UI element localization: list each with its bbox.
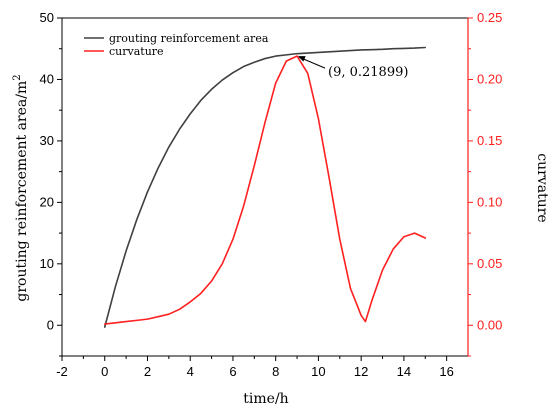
x-tick-label: 8	[272, 364, 279, 379]
x-tick-label: 4	[187, 364, 194, 379]
y-left-tick-label: 20	[40, 194, 54, 209]
x-tick-label: 14	[397, 364, 411, 379]
x-tick-label: 16	[439, 364, 453, 379]
x-tick-label: -2	[56, 364, 68, 379]
x-tick-label: 10	[311, 364, 325, 379]
x-tick-label: 12	[354, 364, 368, 379]
y-left-tick-label: 0	[47, 317, 54, 332]
legend-label-area: grouting reinforcement area	[109, 32, 269, 45]
y-axis-left-title-text: grouting reinforcement area/m	[14, 81, 30, 302]
y-axis-left-title-sup: 2	[12, 74, 23, 80]
peak-annotation-arrowhead	[298, 56, 306, 62]
y-right-tick-label: 0.15	[477, 133, 502, 148]
y-right-tick-label: 0.10	[477, 194, 502, 209]
peak-annotation-label: (9, 0.21899)	[328, 65, 408, 80]
legend-label-curvature: curvature	[109, 45, 164, 58]
y-axis-left-title: grouting reinforcement area/m2	[12, 74, 30, 301]
series-line-curvature	[103, 55, 427, 325]
y-right-tick-label: 0.00	[477, 317, 502, 332]
y-left-tick-label: 10	[40, 256, 54, 271]
y-right-tick-label: 0.05	[477, 256, 502, 271]
y-right-tick-label: 0.20	[477, 71, 502, 86]
series-layer	[103, 46, 427, 328]
y-axis-right-title: curvature	[534, 153, 550, 222]
y-right-tick-label: 0.25	[477, 10, 502, 25]
series-line-area	[103, 46, 427, 328]
x-tick-label: 0	[101, 364, 108, 379]
y-left-tick-label: 40	[40, 71, 54, 86]
x-tick-label: 6	[229, 364, 236, 379]
y-left-tick-label: 50	[40, 10, 54, 25]
x-tick-label: 2	[144, 364, 151, 379]
x-axis-title: time/h	[243, 391, 288, 407]
tick-group: -2 0 2 4 6 8 10 12 14 16 0 10 20 30 40 50 0.00 0.05 0.10 0.…	[40, 10, 503, 379]
y-left-tick-label: 30	[40, 133, 54, 148]
legend: grouting reinforcement area curvature	[84, 32, 269, 58]
